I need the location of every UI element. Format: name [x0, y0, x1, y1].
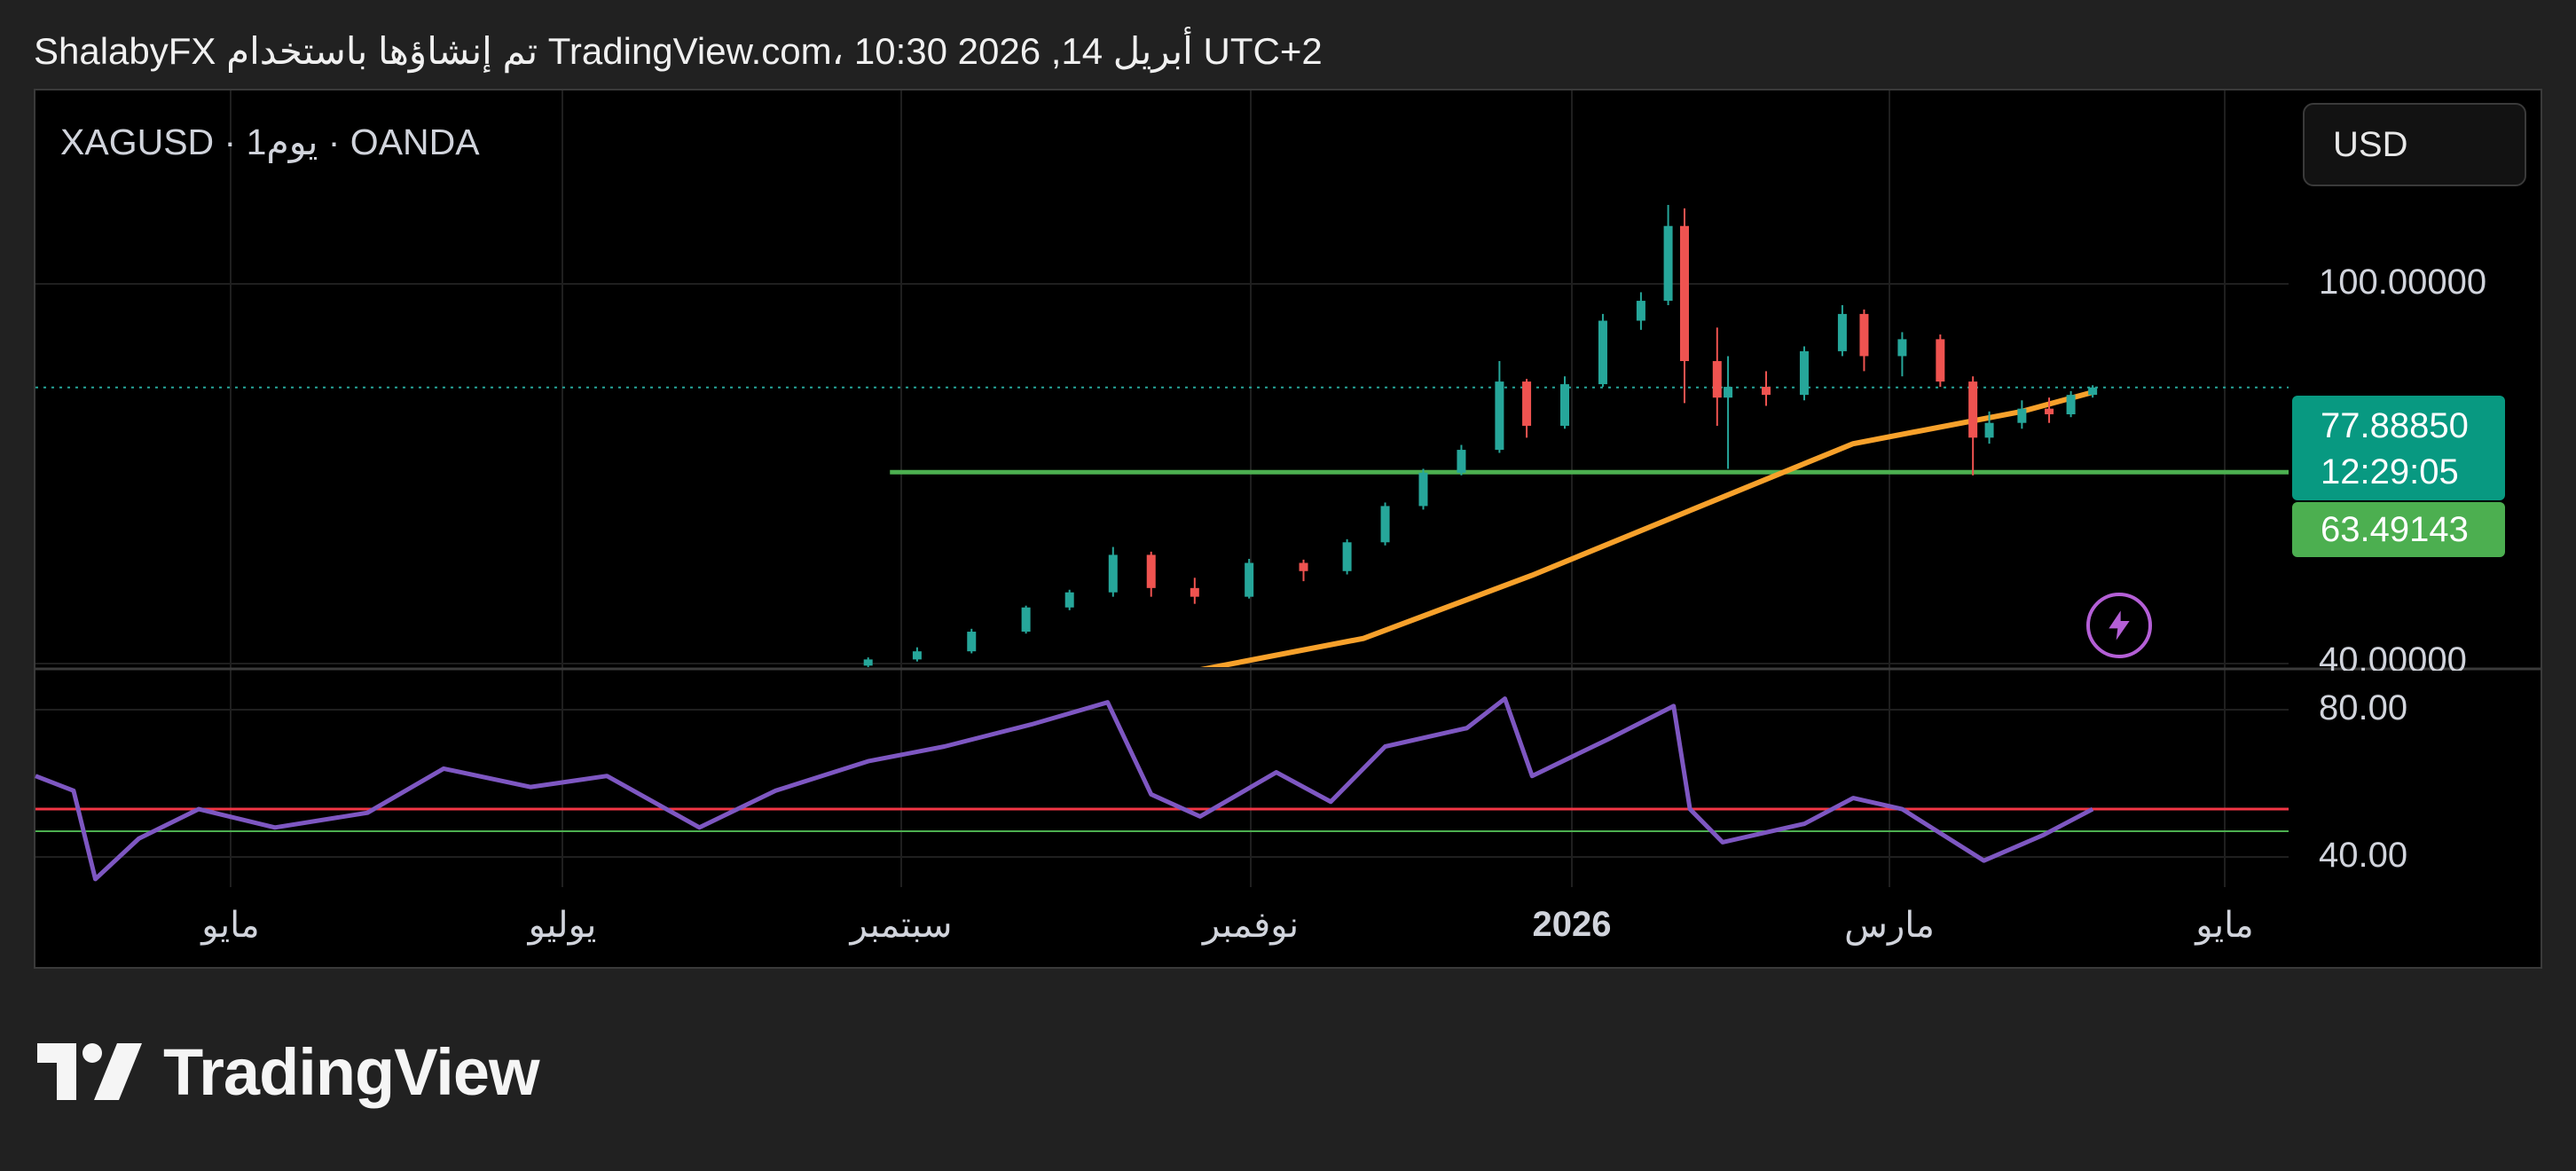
price-axis-label-100: 100.00000 — [2319, 263, 2487, 302]
candle-body — [1799, 350, 1809, 396]
candle-body — [1679, 225, 1689, 362]
tradingview-logo-icon — [37, 1043, 142, 1100]
chart-frame[interactable] — [34, 89, 2542, 969]
candle-body — [1418, 472, 1428, 507]
candle-body — [1663, 225, 1673, 302]
time-axis-label: مايو — [2195, 906, 2254, 945]
candle-body — [1712, 361, 1722, 398]
symbol-label[interactable]: XAGUSD · 1يوم · OANDA — [60, 122, 480, 162]
current-price: 77.88850 — [2321, 406, 2469, 445]
candle-body — [1380, 506, 1390, 543]
price-axis-label-40: 40.00000 — [2319, 641, 2467, 671]
candle-body — [1495, 381, 1504, 451]
time-axis-label: سبتمبر — [850, 906, 953, 945]
current-price-tag: 77.88850 12:29:05 — [2292, 396, 2505, 500]
candle-body — [1342, 542, 1352, 571]
candle-body — [1299, 562, 1308, 571]
rsi-axis-label-80: 80.00 — [2319, 688, 2408, 727]
rsi-axis-label-40: 40.00 — [2319, 836, 2408, 875]
currency-button[interactable]: USD — [2303, 103, 2526, 186]
candle-body — [1245, 562, 1254, 597]
currency-label: USD — [2333, 124, 2408, 164]
candle-body — [1108, 554, 1118, 593]
time-axis-label: يوليو — [528, 906, 597, 945]
lightning-bolt-icon[interactable] — [2086, 593, 2152, 658]
time-axis-label: نوفمبر — [1202, 906, 1300, 945]
candle-body — [1859, 313, 1869, 357]
candle-body — [1560, 384, 1570, 426]
rsi-line — [35, 696, 2094, 882]
time-axis-label: 2026 — [1532, 905, 1612, 944]
candle-body — [1064, 592, 1074, 608]
candle-body — [2017, 408, 2027, 423]
candle-body — [1021, 607, 1031, 633]
candle-body — [1984, 422, 1994, 438]
time-axis-label: مايو — [201, 906, 260, 945]
candle-body — [1522, 381, 1532, 426]
candle-body — [1598, 320, 1607, 385]
main-pane — [35, 204, 2289, 667]
candle-body — [1968, 381, 1978, 438]
candle-body — [2066, 395, 2076, 415]
tradingview-logo-text: TradingView — [163, 1034, 540, 1109]
candle-body — [2045, 408, 2054, 415]
candle-body — [1724, 387, 1733, 398]
candle-body — [1190, 587, 1199, 597]
candle-body — [1636, 301, 1645, 321]
candle-body — [1762, 387, 1771, 396]
candle-body — [863, 659, 873, 666]
time-axis-label: مارس — [1844, 906, 1935, 945]
bar-countdown: 12:29:05 — [2321, 452, 2459, 491]
candle-body — [1837, 313, 1847, 351]
candle-body — [1936, 339, 1945, 382]
tradingview-logo[interactable]: TradingView — [37, 1035, 540, 1109]
moving-average-line — [1199, 389, 2093, 667]
candle-body — [1457, 450, 1466, 473]
candle-body — [967, 632, 977, 652]
horizontal-line-price-tag: 63.49143 — [2292, 502, 2505, 557]
candle-body — [1897, 339, 1907, 357]
candle-body — [2088, 387, 2098, 396]
candle-body — [912, 651, 922, 660]
candle-body — [1146, 554, 1156, 588]
chart-attribution: ShalabyFX تم إنشاؤها باستخدام TradingVie… — [34, 30, 1323, 72]
